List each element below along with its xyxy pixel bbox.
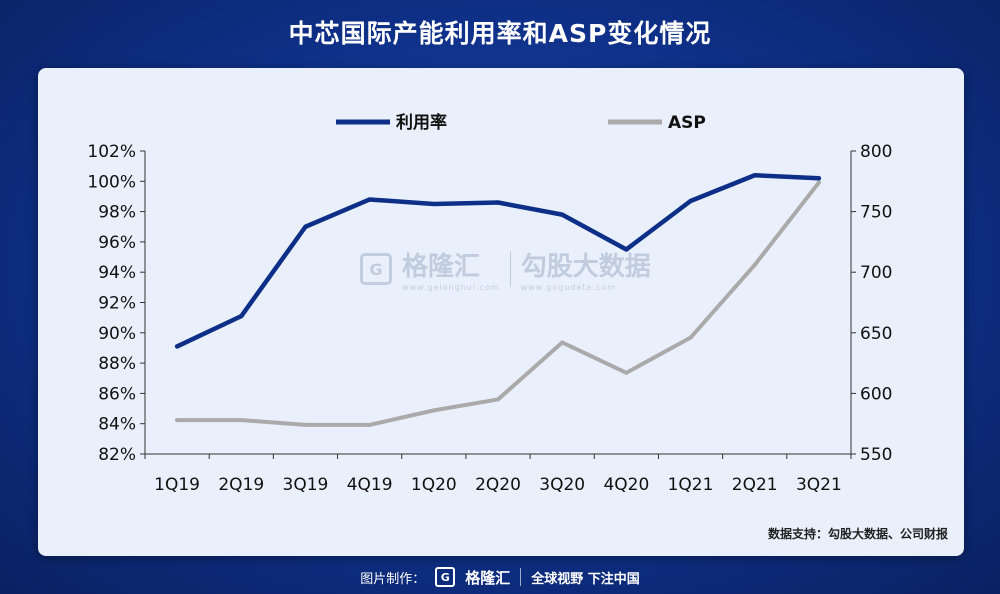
x-tick-label: 3Q21 [796,475,842,495]
y-right-tick-label: 750 [860,203,892,223]
source-note: 数据支持：勾股大数据、公司财报 [767,527,948,541]
data-point-utilization [752,173,757,178]
footer-slogan: 全球视野 下注中国 [531,571,640,587]
data-point-utilization [175,344,180,349]
data-point-asp [431,408,436,413]
x-tick-label: 1Q21 [668,475,714,495]
y-left-tick-label: 84% [98,415,136,435]
data-point-asp [816,180,821,185]
data-point-utilization [816,176,821,181]
data-point-utilization [688,198,693,203]
data-point-asp [303,422,308,427]
x-tick-label: 2Q19 [218,475,264,495]
y-left-tick-label: 86% [98,384,136,404]
data-point-utilization [431,202,436,207]
data-point-utilization [496,200,500,205]
data-point-asp [624,370,629,375]
data-point-asp [239,418,244,423]
data-point-asp [175,418,180,423]
data-point-asp [367,422,372,427]
y-left-tick-label: 92% [98,294,136,314]
data-point-utilization [367,197,372,202]
x-tick-label: 1Q20 [411,475,457,495]
data-point-asp [752,262,757,267]
y-right-tick-label: 650 [860,324,892,344]
x-tick-label: 3Q20 [539,475,585,495]
data-point-utilization [239,314,244,319]
data-point-utilization [624,247,629,252]
y-left-tick-label: 100% [87,172,136,192]
x-tick-label: 4Q20 [603,475,649,495]
y-left-tick-label: 82% [98,445,136,465]
data-point-asp [560,340,565,345]
y-left-tick-label: 90% [98,324,136,344]
data-point-asp [688,335,693,340]
page-title: 中芯国际产能利用率和ASP变化情况 [288,19,712,48]
footer-made-by: 图片制作： [360,571,426,587]
x-tick-label: 3Q19 [283,475,329,495]
legend-label-utilization: 利用率 [396,112,447,133]
data-point-utilization [303,224,308,229]
y-left-tick-label: 98% [98,203,136,223]
footer-divider [520,568,522,586]
y-left-tick-label: 94% [98,263,136,283]
legend-label-asp: ASP [668,113,706,133]
x-tick-label: 2Q20 [475,475,521,495]
data-point-asp [496,397,500,402]
footer: 图片制作： G 格隆汇 全球视野 下注中国 [0,562,1000,592]
y-right-tick-label: 550 [860,445,892,465]
chart-svg: 82% 84% 86% 88% 90% 92% 94% 96% 98% 100% 102% 550 60… [87,112,892,495]
y-left-tick-label: 88% [98,354,136,374]
x-tick-label: 4Q19 [347,475,393,495]
data-point-utilization [560,212,565,217]
y-left-tick-label: 96% [98,233,136,253]
y-right-tick-label: 800 [860,142,892,162]
x-tick-label: 2Q21 [732,475,778,495]
y-right-tick-label: 600 [860,384,892,404]
x-tick-label: 1Q19 [154,475,200,495]
chart-card: 82% 84% 86% 88% 90% 92% 94% 96% 98% 100% 102% 550 60… [38,68,964,556]
footer-brand: 格隆汇 [465,568,511,587]
y-left-tick-label: 102% [87,142,136,162]
footer-logo-icon: G [435,567,456,587]
y-right-tick-label: 700 [860,263,892,283]
series-line-asp [175,180,821,427]
